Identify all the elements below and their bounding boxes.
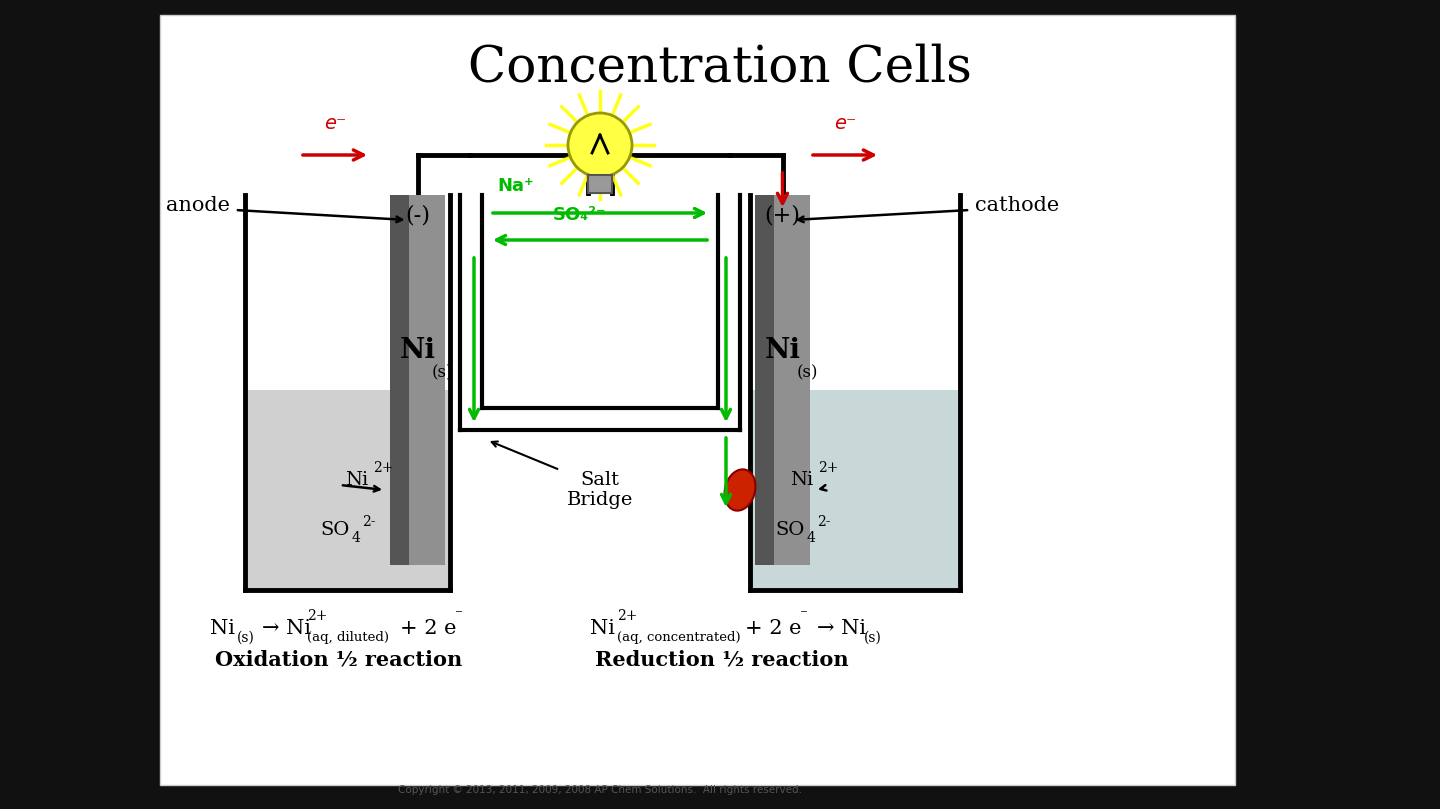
Text: Reduction ½ reaction: Reduction ½ reaction — [595, 650, 848, 670]
Text: Ni: Ni — [590, 619, 615, 637]
FancyBboxPatch shape — [482, 195, 719, 408]
Text: (-): (-) — [405, 204, 431, 226]
FancyBboxPatch shape — [755, 195, 775, 565]
FancyBboxPatch shape — [752, 390, 958, 590]
Text: → Ni: → Ni — [262, 619, 311, 637]
Text: 2-: 2- — [361, 515, 376, 529]
Text: (s): (s) — [864, 631, 881, 645]
Text: anode: anode — [166, 196, 230, 214]
Text: + 2 e: + 2 e — [400, 619, 456, 637]
FancyBboxPatch shape — [160, 15, 1236, 785]
Text: (s): (s) — [238, 631, 255, 645]
Text: (+): (+) — [765, 204, 801, 226]
FancyBboxPatch shape — [390, 195, 409, 565]
Text: cathode: cathode — [975, 196, 1060, 214]
Text: 2+: 2+ — [307, 609, 327, 623]
FancyBboxPatch shape — [248, 390, 448, 590]
Text: Ni: Ni — [791, 471, 814, 489]
Text: Ni: Ni — [346, 471, 369, 489]
Text: ⁻: ⁻ — [455, 609, 464, 623]
Text: Concentration Cells: Concentration Cells — [468, 43, 972, 93]
Text: (aq, concentrated): (aq, concentrated) — [616, 632, 740, 645]
FancyBboxPatch shape — [588, 175, 612, 193]
Text: + 2 e: + 2 e — [744, 619, 802, 637]
Text: 2+: 2+ — [616, 609, 638, 623]
Text: SO: SO — [320, 521, 350, 539]
Text: Ni: Ni — [765, 337, 801, 364]
Circle shape — [567, 113, 632, 177]
Text: 2+: 2+ — [818, 461, 838, 475]
Text: 2+: 2+ — [373, 461, 393, 475]
Text: (aq, diluted): (aq, diluted) — [307, 632, 389, 645]
Ellipse shape — [724, 469, 756, 510]
Text: SO₄²⁻: SO₄²⁻ — [553, 206, 606, 224]
Text: ⁻: ⁻ — [801, 609, 808, 623]
Text: Copyright © 2013, 2011, 2009, 2008 AP Chem Solutions.  All rights reserved.: Copyright © 2013, 2011, 2009, 2008 AP Ch… — [397, 785, 802, 795]
Text: (s): (s) — [796, 364, 818, 381]
Text: Na⁺: Na⁺ — [497, 177, 534, 195]
Text: Ni: Ni — [210, 619, 235, 637]
Text: SO: SO — [775, 521, 805, 539]
Text: e⁻: e⁻ — [834, 114, 857, 133]
Text: 4: 4 — [806, 531, 816, 545]
Text: → Ni: → Ni — [816, 619, 865, 637]
Text: (s): (s) — [432, 364, 454, 381]
Text: e⁻: e⁻ — [324, 114, 346, 133]
Text: Salt: Salt — [580, 471, 619, 489]
Text: 4: 4 — [351, 531, 361, 545]
Text: Bridge: Bridge — [567, 491, 634, 509]
Text: Oxidation ½ reaction: Oxidation ½ reaction — [215, 650, 462, 670]
FancyBboxPatch shape — [775, 195, 809, 565]
Text: Ni: Ni — [399, 337, 435, 364]
Text: 2-: 2- — [816, 515, 831, 529]
FancyBboxPatch shape — [409, 195, 445, 565]
